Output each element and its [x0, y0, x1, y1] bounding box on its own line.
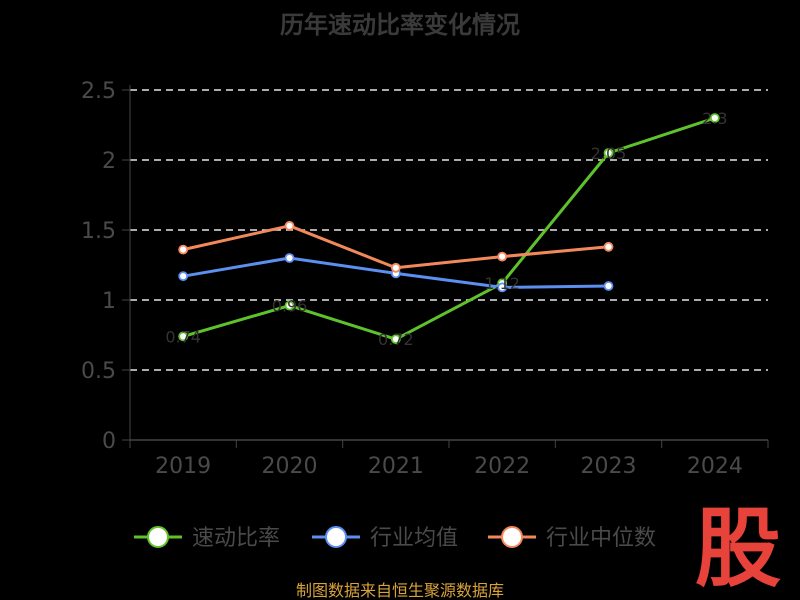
data-label: 1.12: [484, 274, 520, 293]
x-axis-ticks: 2019 2020 2021 2022 2023 2024: [129, 440, 769, 479]
legend-label: 行业均值: [370, 526, 458, 551]
series-1-point: [178, 271, 189, 282]
series-1-point: [284, 253, 295, 263]
y-tick-label: 2: [102, 149, 116, 174]
series-2-point: [497, 251, 508, 262]
legend: 速动比率 行业均值 行业中位数: [134, 526, 656, 551]
series-1-point: [497, 282, 508, 293]
legend-swatch-marker: [147, 526, 169, 548]
series-2-point: [284, 220, 295, 231]
legend-swatch-marker: [501, 526, 523, 548]
data-label: 0.74: [165, 327, 201, 346]
series-0-point: [284, 300, 295, 311]
x-tick-label: 2020: [262, 454, 318, 479]
watermark-logo: 股: [695, 499, 781, 599]
data-label: 2.3: [702, 109, 727, 128]
series-2-point: [178, 244, 189, 255]
series-2-point: [603, 241, 614, 252]
legend-label: 速动比率: [192, 526, 280, 551]
series-0-point: [709, 113, 720, 123]
legend-swatch-marker: [325, 526, 347, 548]
legend-item-0: 速动比率: [134, 526, 280, 551]
legend-label: 行业中位数: [546, 526, 656, 551]
legend-item-1: 行业均值: [312, 526, 458, 551]
y-tick-label: 2.5: [81, 79, 116, 104]
x-tick-label: 2019: [155, 454, 211, 479]
series-lines: [182, 116, 716, 341]
series-0-point: [390, 334, 401, 345]
source-note: 制图数据来自恒生聚源数据库: [296, 581, 504, 600]
legend-item-2: 行业中位数: [488, 526, 656, 551]
y-tick-label: 1.5: [81, 219, 116, 244]
x-tick-label: 2024: [687, 454, 743, 479]
x-tick-label: 2022: [474, 454, 530, 479]
series-line-0: [182, 116, 716, 341]
chart-title: 历年速动比率变化情况: [280, 11, 520, 39]
series-0-point: [178, 331, 189, 342]
y-tick-label: 1: [102, 289, 116, 314]
data-labels: 0.74 0.96 0.72 1.12 2.05 2.3: [165, 109, 727, 349]
series-points: [178, 113, 720, 345]
data-label: 0.72: [378, 330, 414, 349]
data-label: 0.96: [272, 297, 308, 316]
series-1-point: [603, 281, 614, 291]
gridlines: [130, 89, 768, 371]
series-0-point: [603, 148, 614, 158]
y-tick-label: 0: [102, 429, 116, 454]
data-label: 2.05: [591, 144, 627, 163]
x-tick-label: 2023: [581, 454, 637, 479]
y-axis-ticks: 0 0.5 1 1.5 2 2.5: [81, 79, 130, 454]
series-2-point: [390, 262, 401, 273]
y-tick-label: 0.5: [81, 359, 116, 384]
x-tick-label: 2021: [368, 454, 424, 479]
